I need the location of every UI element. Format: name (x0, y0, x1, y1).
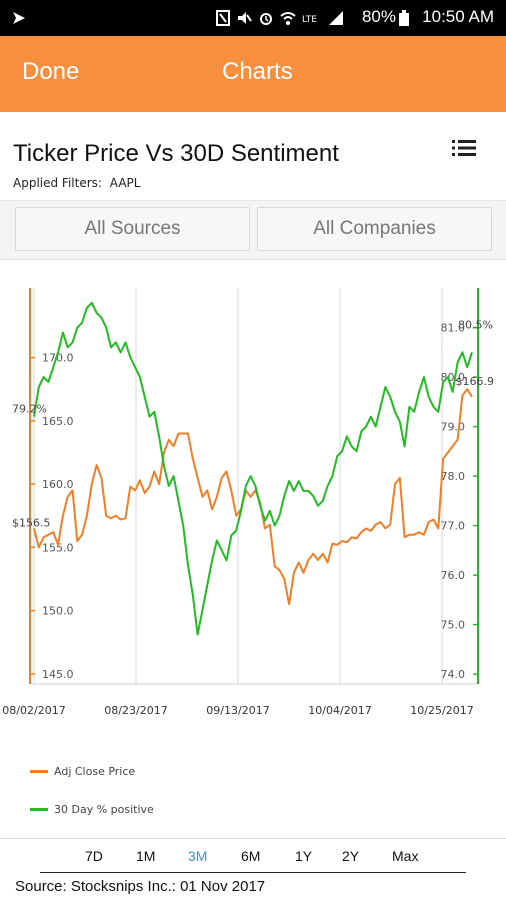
x-tick-label: 08/02/2017 (2, 704, 65, 717)
left-tick-label: 160.0 (42, 478, 74, 491)
list-menu-icon[interactable] (452, 139, 476, 157)
range-1y[interactable]: 1Y (295, 848, 313, 864)
svg-text:LTE: LTE (302, 15, 317, 25)
range-6m[interactable]: 6M (241, 848, 261, 864)
notification-icon (13, 12, 25, 24)
legend-label-price: Adj Close Price (54, 765, 136, 778)
annotation-price-start: $156.5 (12, 516, 51, 529)
left-tick-label: 170.0 (42, 352, 74, 365)
annotation-price-end: $166.9 (456, 375, 495, 388)
annotation-sentiment-start: 79.2% (12, 403, 47, 416)
x-tick-label: 10/25/2017 (410, 704, 473, 717)
chart-header: Ticker Price Vs 30D Sentiment Applied Fi… (0, 112, 506, 200)
status-icons: LTE (216, 8, 344, 28)
x-tick-label: 09/13/2017 (206, 704, 269, 717)
right-tick-label: 75.0 (441, 619, 466, 632)
wifi-icon (280, 12, 296, 25)
signal-icon (329, 11, 343, 25)
lte-icon: LTE (302, 15, 317, 25)
mute-icon (238, 12, 252, 24)
clock: 10:50 AM (422, 7, 494, 26)
right-tick-label: 80.0 (441, 371, 466, 384)
right-tick-label: 74.0 (441, 668, 466, 681)
applied-filters: Applied Filters: AAPL (13, 176, 140, 190)
battery-percent: 80% (361, 7, 396, 26)
left-tick-label: 165.0 (42, 415, 74, 428)
filters-label: Applied Filters: (13, 176, 102, 190)
legend-swatch-sentiment (30, 808, 48, 811)
range-selector: 7D 1M 3M 6M 1Y 2Y Max (0, 838, 506, 873)
series-line-sentiment (33, 301, 473, 636)
status-bar: LTE 80% 10:50 AM (0, 0, 506, 36)
series-line-price (33, 388, 473, 606)
right-tick-label: 76.0 (441, 569, 466, 582)
done-button[interactable]: Done (22, 58, 80, 85)
range-7d[interactable]: 7D (85, 848, 103, 864)
range-max[interactable]: Max (392, 848, 419, 864)
right-tick-label: 77.0 (441, 520, 466, 533)
left-tick-label: 150.0 (42, 605, 74, 618)
app-bar: Done Charts (0, 36, 506, 112)
legend-label-sentiment: 30 Day % positive (54, 803, 154, 816)
range-1m[interactable]: 1M (136, 848, 156, 864)
range-3m[interactable]: 3M (188, 848, 208, 864)
left-tick-label: 145.0 (42, 668, 74, 681)
nfc-icon (216, 10, 230, 26)
all-companies-button[interactable]: All Companies (257, 207, 492, 251)
filters-value: AAPL (109, 176, 141, 190)
x-tick-label: 10/04/2017 (308, 704, 371, 717)
annotation-sentiment-end: 80.5% (458, 318, 493, 331)
page-title: Charts (222, 58, 293, 85)
battery-icon (399, 10, 409, 26)
legend-item-sentiment: 30 Day % positive (30, 803, 154, 816)
line-chart: 08/02/2017 08/23/2017 09/13/2017 10/04/2017… (2, 288, 495, 717)
right-tick-label: 81.0 (441, 322, 466, 335)
right-tick-label: 79.0 (441, 421, 466, 434)
chart-area: 08/02/2017 08/23/2017 09/13/2017 10/04/2017… (0, 272, 506, 722)
source-text: Source: Stocksnips Inc.: 01 Nov 2017 (15, 878, 266, 895)
left-tick-label: 155.0 (42, 541, 74, 554)
range-2y[interactable]: 2Y (342, 848, 360, 864)
legend-swatch-price (30, 770, 48, 773)
all-sources-button[interactable]: All Sources (15, 207, 250, 251)
filter-row: All Sources All Companies (0, 200, 506, 260)
x-tick-label: 08/23/2017 (104, 704, 167, 717)
chart-title: Ticker Price Vs 30D Sentiment (13, 140, 339, 167)
range-tabs: 7D 1M 3M 6M 1Y 2Y Max (40, 839, 466, 873)
right-tick-label: 78.0 (441, 470, 466, 483)
alarm-icon (260, 13, 272, 25)
chart-legend: Adj Close Price 30 Day % positive (0, 755, 506, 825)
legend-item-price: Adj Close Price (30, 765, 135, 778)
